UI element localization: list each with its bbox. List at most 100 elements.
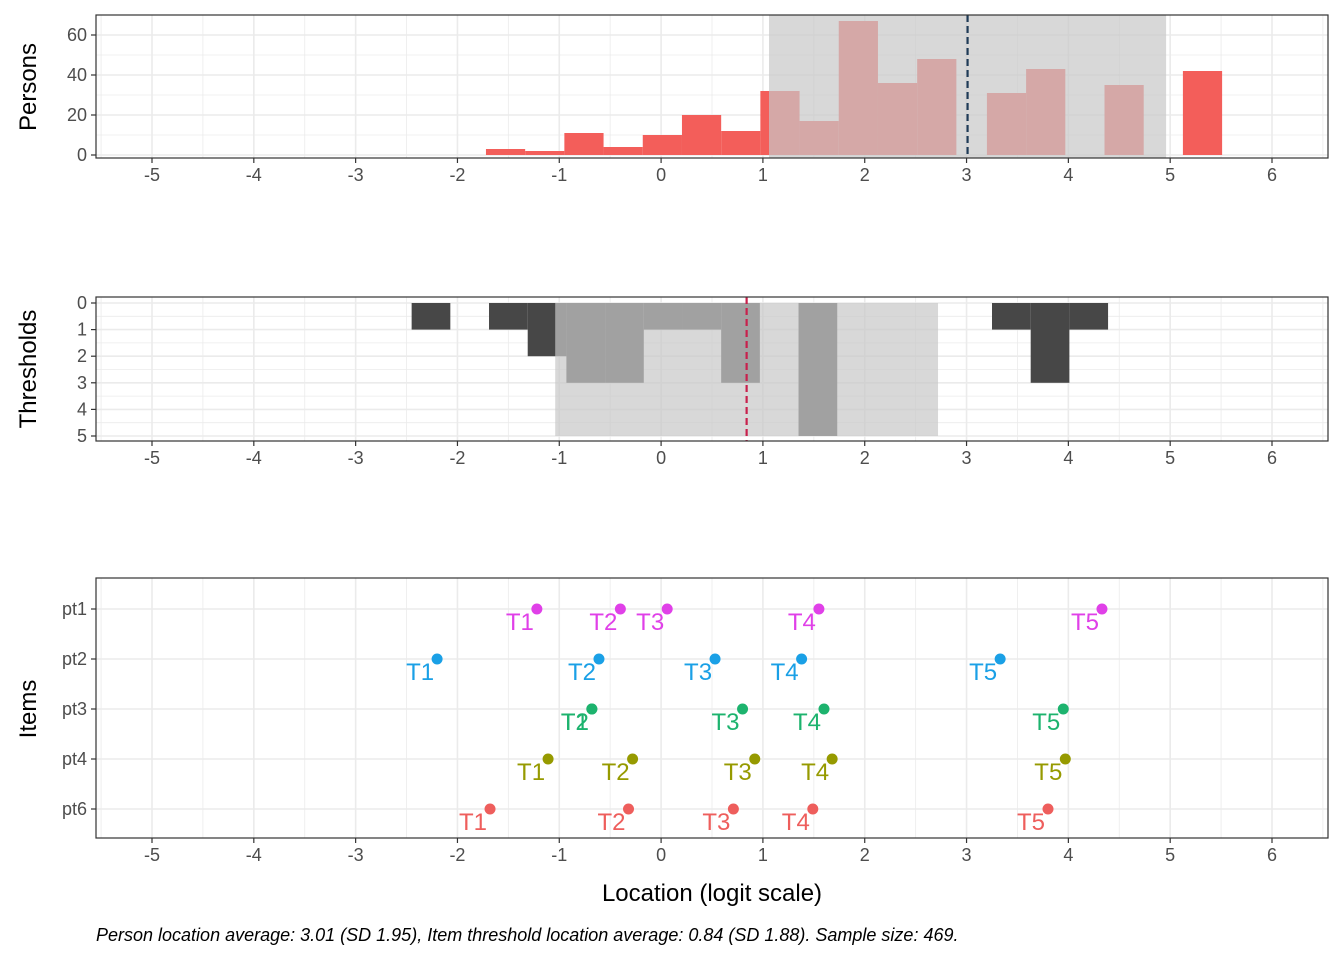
threshold-histogram-bar xyxy=(1030,303,1070,383)
x-tick-label: -4 xyxy=(246,448,262,468)
threshold-point-pt6 xyxy=(807,803,819,815)
threshold-label-pt2: T1 xyxy=(406,659,434,686)
threshold-label-pt4: T2 xyxy=(602,759,630,786)
x-tick-label: -3 xyxy=(348,165,364,185)
x-tick-label: 2 xyxy=(860,448,870,468)
threshold-histogram-bar xyxy=(489,303,528,330)
threshold-point-pt4 xyxy=(542,753,554,765)
x-tick-label: 5 xyxy=(1165,845,1175,865)
threshold-point-pt6 xyxy=(484,803,496,815)
x-tick-label: -2 xyxy=(449,448,465,468)
threshold-point-pt1 xyxy=(531,603,543,615)
x-tick-label: 5 xyxy=(1165,448,1175,468)
person-histogram-bar xyxy=(681,115,722,155)
x-tick-label: 3 xyxy=(962,845,972,865)
threshold-point-pt2 xyxy=(994,653,1006,665)
threshold-label-pt4: T3 xyxy=(724,759,752,786)
y-tick-label: pt6 xyxy=(62,799,87,819)
threshold-point-pt1 xyxy=(614,603,626,615)
threshold-point-pt6 xyxy=(727,803,739,815)
x-tick-label: 0 xyxy=(656,448,666,468)
threshold-label-pt3: T3 xyxy=(712,709,740,736)
person-histogram-bar xyxy=(1182,71,1223,155)
y-tick-label: pt3 xyxy=(62,699,87,719)
x-tick-label: 0 xyxy=(656,845,666,865)
x-tick-label: 4 xyxy=(1063,165,1073,185)
x-tick-label: 2 xyxy=(860,165,870,185)
threshold-histogram-bar xyxy=(411,303,451,330)
threshold-point-pt6 xyxy=(623,803,635,815)
threshold-point-pt2 xyxy=(431,653,443,665)
threshold-point-pt1 xyxy=(1096,603,1108,615)
x-tick-label: -1 xyxy=(551,448,567,468)
threshold-histogram-bar xyxy=(992,303,1031,330)
threshold-histogram-bar xyxy=(1069,303,1109,330)
person-histogram-bar xyxy=(603,147,643,155)
threshold-label-pt2: T4 xyxy=(771,659,799,686)
x-tick-label: 4 xyxy=(1063,448,1073,468)
x-tick-label: 3 xyxy=(962,448,972,468)
threshold-point-pt2 xyxy=(593,653,605,665)
threshold-point-pt3 xyxy=(818,703,830,715)
threshold-label-pt1: T4 xyxy=(788,609,816,636)
panel-border xyxy=(95,577,1329,839)
threshold-label-pt1: T5 xyxy=(1071,609,1099,636)
x-tick-label: 6 xyxy=(1267,448,1277,468)
panel-border xyxy=(95,14,1329,159)
x-tick-label: -4 xyxy=(246,845,262,865)
y-tick-label: 0 xyxy=(77,145,87,165)
threshold-point-pt3 xyxy=(586,703,598,715)
person-histogram-bar xyxy=(564,133,604,155)
threshold-point-pt4 xyxy=(627,753,639,765)
y-tick-label: 60 xyxy=(67,25,87,45)
threshold-label-pt2: T3 xyxy=(684,659,712,686)
threshold-point-pt6 xyxy=(1042,803,1054,815)
threshold-point-pt1 xyxy=(661,603,673,615)
threshold-label-pt6: T3 xyxy=(702,809,730,836)
threshold-label-pt6: T1 xyxy=(459,809,487,836)
threshold-point-pt3 xyxy=(1057,703,1069,715)
y-tick-label: 20 xyxy=(67,105,87,125)
persons-panel: 0 20 40 60 -5 -4 -3 -2 -1 0 1 2 3 4 5 6 Persons xyxy=(15,14,1329,185)
x-tick-label: -1 xyxy=(551,165,567,185)
x-tick-label: 6 xyxy=(1267,165,1277,185)
y-tick-label: 40 xyxy=(67,65,87,85)
threshold-label-pt4: T5 xyxy=(1034,759,1062,786)
thresholds-panel: 0 1 2 3 4 5 -5 -4 -3 -2 -1 0 1 2 3 4 5 6 Thresholds xyxy=(15,293,1329,468)
person-histogram-bar xyxy=(525,151,565,155)
threshold-label-pt3: T2 xyxy=(561,709,589,736)
y-tick-label: pt2 xyxy=(62,649,87,669)
x-tick-label: -5 xyxy=(144,448,160,468)
x-tick-label: 3 xyxy=(962,165,972,185)
y-tick-label: pt1 xyxy=(62,599,87,619)
threshold-label-pt4: T4 xyxy=(801,759,829,786)
threshold-label-pt2: T5 xyxy=(969,659,997,686)
figure-caption: Person location average: 3.01 (SD 1.95),… xyxy=(96,925,958,945)
x-tick-label: 6 xyxy=(1267,845,1277,865)
x-tick-label: 4 xyxy=(1063,845,1073,865)
threshold-label-pt6: T2 xyxy=(597,809,625,836)
threshold-label-pt4: T1 xyxy=(517,759,545,786)
threshold-label-pt2: T2 xyxy=(568,659,596,686)
y-axis-title: Persons xyxy=(15,43,42,131)
x-tick-label: 1 xyxy=(758,165,768,185)
threshold-label-pt6: T4 xyxy=(782,809,810,836)
x-tick-label: -5 xyxy=(144,845,160,865)
y-tick-label: pt4 xyxy=(62,749,87,769)
x-tick-label: -1 xyxy=(551,845,567,865)
threshold-point-pt3 xyxy=(737,703,749,715)
threshold-point-pt4 xyxy=(749,753,761,765)
x-tick-label: -2 xyxy=(449,165,465,185)
x-tick-label: -3 xyxy=(348,448,364,468)
threshold-point-pt4 xyxy=(826,753,838,765)
x-tick-label: 2 xyxy=(860,845,870,865)
y-tick-label: 0 xyxy=(77,293,87,313)
x-tick-label: 0 xyxy=(656,165,666,185)
threshold-label-pt1: T2 xyxy=(589,609,617,636)
x-tick-label: -5 xyxy=(144,165,160,185)
y-axis-title: Items xyxy=(15,680,42,739)
threshold-point-pt1 xyxy=(813,603,825,615)
x-tick-label: -2 xyxy=(449,845,465,865)
x-tick-label: -4 xyxy=(246,165,262,185)
threshold-label-pt1: T3 xyxy=(636,609,664,636)
